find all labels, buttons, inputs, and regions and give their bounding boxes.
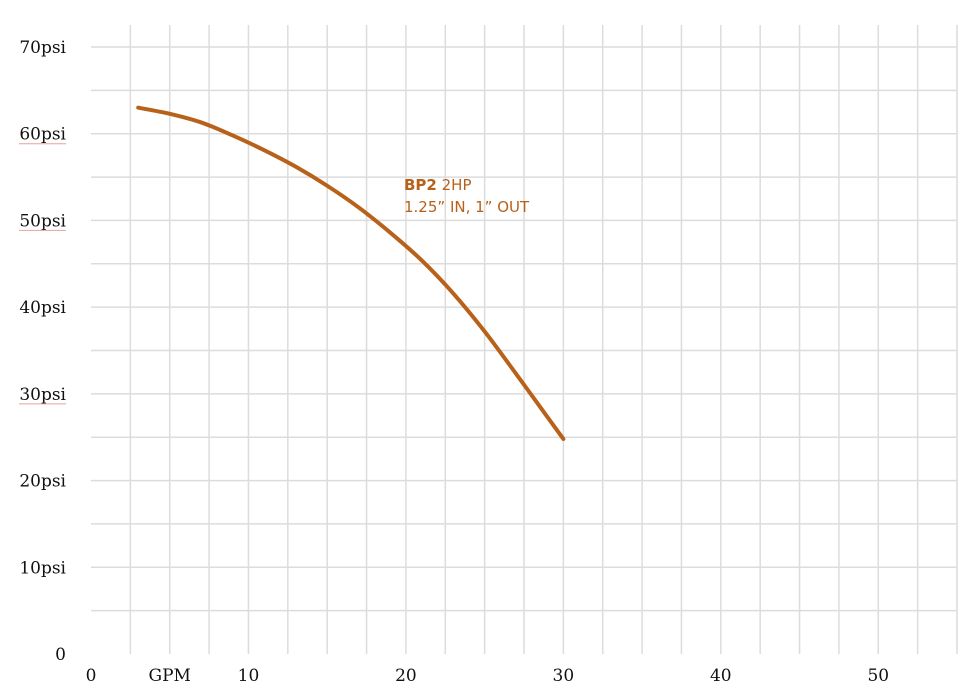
x-tick-label: 0 [86,666,97,686]
y-tick-label: 30psi [19,385,66,405]
y-tick-label: 50psi [19,211,66,231]
x-tick-label: 40 [710,666,732,686]
x-tick-label: GPM [149,666,191,686]
curve-annotation-line-1: BP2 2HP [404,176,472,194]
curve-annotation-hp: 2HP [437,176,472,194]
x-tick-label: 10 [238,666,260,686]
y-tick-label: 0 [55,645,66,665]
x-tick-label: 20 [395,666,417,686]
x-tick-label: 30 [553,666,575,686]
x-axis-labels: 0 GPM 10 20 30 40 50 [86,666,890,686]
y-tick-label: 60psi [19,125,66,145]
y-tick-label: 10psi [19,558,66,578]
grid [91,25,958,654]
series-group [136,105,566,441]
y-tick-label: 40psi [19,298,66,318]
y-axis-labels: 0 10psi 20psi 30psi 40psi 50psi 60psi 70psi [19,38,67,665]
curve-annotation-line-2: 1.25” IN, 1” OUT [404,198,530,216]
curve-annotation-model: BP2 [404,176,437,194]
x-tick-label: 50 [867,666,889,686]
pump-curve-line [136,105,566,441]
y-tick-label: 20psi [19,472,66,492]
y-tick-label: 70psi [19,38,66,58]
